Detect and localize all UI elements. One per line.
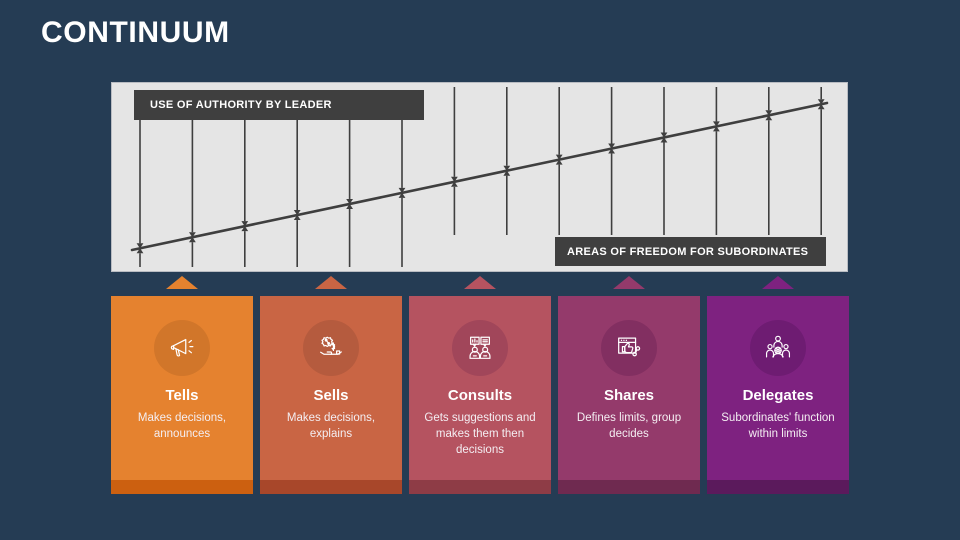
card-content: Tells Makes decisions, announces [111,309,253,442]
two-people-discussion-icon [469,336,491,359]
card-title: Delegates [742,387,814,404]
card-title: Shares [603,387,655,404]
card-icon-circle [750,320,806,376]
chart-top-label-text: USE OF AUTHORITY BY LEADER [150,99,332,111]
card-tells[interactable]: Tells Makes decisions, announces [111,276,253,494]
browser-thumbs-up-share-icon [618,337,641,357]
card-delegates[interactable]: Delegates Subordinates' function within … [707,276,849,494]
page-title: CONTINUUM [41,16,230,49]
chart-canvas [112,83,847,271]
card-footer-strip [260,480,402,494]
chart-bottom-label-text: AREAS OF FREEDOM FOR SUBORDINATES [567,245,809,258]
card-description: Subordinates' function within limits [721,411,835,440]
card-description: Makes decisions, explains [286,411,376,440]
card-description: Defines limits, group decides [576,411,682,440]
card-content: Consults Gets suggestions and makes them… [409,309,551,458]
card-footer-strip [558,480,700,494]
card-title: Tells [165,387,199,404]
card-icon-circle [452,320,508,376]
card-content: Shares Defines limits, group decides [558,309,700,442]
megaphone-icon [170,338,194,357]
continuum-cards-row: Tells Makes decisions, announces [111,276,849,494]
card-shares[interactable]: Shares Defines limits, group decides [558,276,700,494]
card-description: Makes decisions, announces [137,411,227,440]
card-pointer [464,276,496,289]
card-title: Sells [313,387,349,404]
card-pointer [613,276,645,289]
card-pointer [315,276,347,289]
continuum-chart-panel: USE OF AUTHORITY BY LEADER AREAS OF FREE… [111,82,848,272]
card-icon-circle [303,320,359,376]
card-consults[interactable]: Consults Gets suggestions and makes them… [409,276,551,494]
hand-money-discount-icon [320,336,342,355]
card-description: Gets suggestions and makes them then dec… [424,411,536,457]
card-footer-strip [111,480,253,494]
continuum-arrows-diagram [130,87,829,267]
chart-top-label: USE OF AUTHORITY BY LEADER [134,90,424,120]
card-content: Sells Makes decisions, explains [260,309,402,442]
card-title: Consults [447,387,513,404]
card-icon-circle [154,320,210,376]
card-pointer [762,276,794,289]
chart-bottom-label: AREAS OF FREEDOM FOR SUBORDINATES [555,237,826,266]
card-pointer [166,276,198,289]
card-icon-circle [601,320,657,376]
card-footer-strip [409,480,551,494]
card-sells[interactable]: Sells Makes decisions, explains [260,276,402,494]
team-group-icon [765,335,791,358]
card-footer-strip [707,480,849,494]
card-content: Delegates Subordinates' function within … [707,309,849,442]
